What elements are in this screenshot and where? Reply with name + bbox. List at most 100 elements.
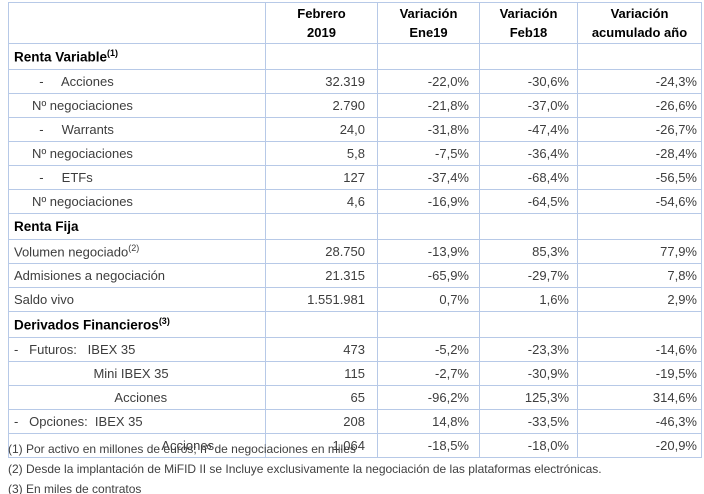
table-row: Volumen negociado(2) 28.750 -13,9% 85,3% 77,… <box>8 239 702 264</box>
table-row: - Acciones 32.319 -22,0% -30,6% -24,3% <box>8 69 702 94</box>
cell-febrero-2019 <box>265 311 378 338</box>
row-label: Nº negociaciones <box>8 93 266 118</box>
cell-variacion-feb18: 125,3% <box>479 385 578 410</box>
cell-variacion-feb18: -33,5% <box>479 409 578 434</box>
footnote-reference: (2) <box>128 243 140 254</box>
cell-variacion-acumulado: 314,6% <box>577 385 702 410</box>
cell-variacion-ene19: -2,7% <box>377 361 480 386</box>
footnotes: (1) Por activo en millones de euros; nº … <box>8 442 698 494</box>
row-label: - Futuros: IBEX 35 <box>8 337 266 362</box>
footnote-line: (1) Por activo en millones de euros; nº … <box>8 442 356 456</box>
cell-variacion-feb18 <box>479 311 578 338</box>
cell-variacion-feb18: -18,0% <box>479 433 578 458</box>
row-label: Renta Fija <box>8 213 266 240</box>
header-row: Febrero 2019 Variación Ene19 Variación F… <box>8 2 702 44</box>
cell-variacion-acumulado: -19,5% <box>577 361 702 386</box>
cell-febrero-2019: 208 <box>265 409 378 434</box>
cell-variacion-feb18 <box>479 213 578 240</box>
table-row: Admisiones a negociación 21.315 -65,9% -29,… <box>8 263 702 288</box>
cell-variacion-acumulado: 7,8% <box>577 263 702 288</box>
cell-variacion-ene19: -96,2% <box>377 385 480 410</box>
table-row: - Warrants 24,0 -31,8% -47,4% -26,7% <box>8 117 702 142</box>
cell-febrero-2019 <box>265 43 378 70</box>
cell-variacion-ene19: -7,5% <box>377 141 480 166</box>
row-label: Acciones <box>8 433 266 458</box>
cell-variacion-feb18: -37,0% <box>479 93 578 118</box>
cell-variacion-ene19: -21,8% <box>377 93 480 118</box>
col-header-line1: Febrero <box>297 6 346 21</box>
cell-variacion-acumulado: -56,5% <box>577 165 702 190</box>
cell-variacion-acumulado: -14,6% <box>577 337 702 362</box>
cell-variacion-ene19: -65,9% <box>377 263 480 288</box>
cell-variacion-acumulado: -46,3% <box>577 409 702 434</box>
row-label: Nº negociaciones <box>8 141 266 166</box>
row-label: Admisiones a negociación <box>8 263 266 288</box>
cell-variacion-ene19: -31,8% <box>377 117 480 142</box>
cell-febrero-2019: 5,8 <box>265 141 378 166</box>
section-row: Renta Variable(1) <box>8 43 702 70</box>
table-row: Nº negociaciones 2.790 -21,8% -37,0% -26,6% <box>8 93 702 118</box>
table-row: - ETFs 127 -37,4% -68,4% -56,5% <box>8 165 702 190</box>
cell-variacion-feb18: -64,5% <box>479 189 578 214</box>
cell-variacion-acumulado: -24,3% <box>577 69 702 94</box>
cell-variacion-ene19: -18,5% <box>377 433 480 458</box>
cell-febrero-2019: 2.790 <box>265 93 378 118</box>
cell-variacion-ene19: -16,9% <box>377 189 480 214</box>
col-header-variacion-feb18: Variación Feb18 <box>479 2 578 44</box>
cell-variacion-acumulado: -20,9% <box>577 433 702 458</box>
col-header-line1: Variación <box>610 6 669 21</box>
col-header-line2: acumulado año <box>591 25 688 40</box>
cell-variacion-feb18 <box>479 43 578 70</box>
col-header-line2: Feb18 <box>509 25 548 40</box>
table-row: - Futuros: IBEX 35 473 -5,2% -23,3% -14,6% <box>8 337 702 362</box>
cell-febrero-2019: 473 <box>265 337 378 362</box>
row-label: Mini IBEX 35 <box>8 361 266 386</box>
footnote-line: (3) En miles de contratos <box>8 482 142 494</box>
table-row: Saldo vivo 1.551.981 0,7% 1,6% 2,9% <box>8 287 702 312</box>
cell-variacion-acumulado: -54,6% <box>577 189 702 214</box>
row-label: - Acciones <box>8 69 266 94</box>
cell-variacion-feb18: -29,7% <box>479 263 578 288</box>
footnote-reference: (1) <box>107 48 119 59</box>
col-header-variacion-ene19: Variación Ene19 <box>377 2 480 44</box>
cell-variacion-acumulado: -26,7% <box>577 117 702 142</box>
cell-variacion-acumulado <box>577 213 702 240</box>
cell-variacion-acumulado: -26,6% <box>577 93 702 118</box>
cell-variacion-feb18: -47,4% <box>479 117 578 142</box>
col-header-line1: Variación <box>399 6 458 21</box>
cell-febrero-2019: 28.750 <box>265 239 378 264</box>
table-row: Acciones 1.064 -18,5% -18,0% -20,9% <box>8 433 702 458</box>
cell-variacion-ene19 <box>377 213 480 240</box>
cell-febrero-2019: 32.319 <box>265 69 378 94</box>
cell-variacion-feb18: 85,3% <box>479 239 578 264</box>
cell-variacion-feb18: -30,9% <box>479 361 578 386</box>
row-label: Derivados Financieros(3) <box>8 311 266 338</box>
cell-febrero-2019: 115 <box>265 361 378 386</box>
market-stats-table: Febrero 2019 Variación Ene19 Variación F… <box>8 2 702 458</box>
col-header-febrero-2019: Febrero 2019 <box>265 2 378 44</box>
row-label: Volumen negociado(2) <box>8 239 266 264</box>
cell-variacion-feb18: -30,6% <box>479 69 578 94</box>
table-row: Nº negociaciones 5,8 -7,5% -36,4% -28,4% <box>8 141 702 166</box>
header-empty-cell <box>8 2 266 44</box>
col-header-variacion-acumulado: Variación acumulado año <box>577 2 702 44</box>
row-label: - ETFs <box>8 165 266 190</box>
cell-variacion-ene19: -37,4% <box>377 165 480 190</box>
col-header-line2: 2019 <box>307 25 336 40</box>
cell-variacion-acumulado <box>577 311 702 338</box>
row-label: Nº negociaciones <box>8 189 266 214</box>
row-label: Saldo vivo <box>8 287 266 312</box>
cell-variacion-feb18: -36,4% <box>479 141 578 166</box>
row-label: - Opciones: IBEX 35 <box>8 409 266 434</box>
cell-variacion-ene19 <box>377 43 480 70</box>
cell-febrero-2019: 21.315 <box>265 263 378 288</box>
table-row: - Opciones: IBEX 35 208 14,8% -33,5% -46,3% <box>8 409 702 434</box>
cell-variacion-ene19: 0,7% <box>377 287 480 312</box>
cell-febrero-2019: 4,6 <box>265 189 378 214</box>
section-row: Renta Fija <box>8 213 702 240</box>
col-header-line2: Ene19 <box>409 25 448 40</box>
cell-variacion-feb18: -23,3% <box>479 337 578 362</box>
cell-febrero-2019: 127 <box>265 165 378 190</box>
footnote-line: (2) Desde la implantación de MiFID II se… <box>8 462 602 476</box>
